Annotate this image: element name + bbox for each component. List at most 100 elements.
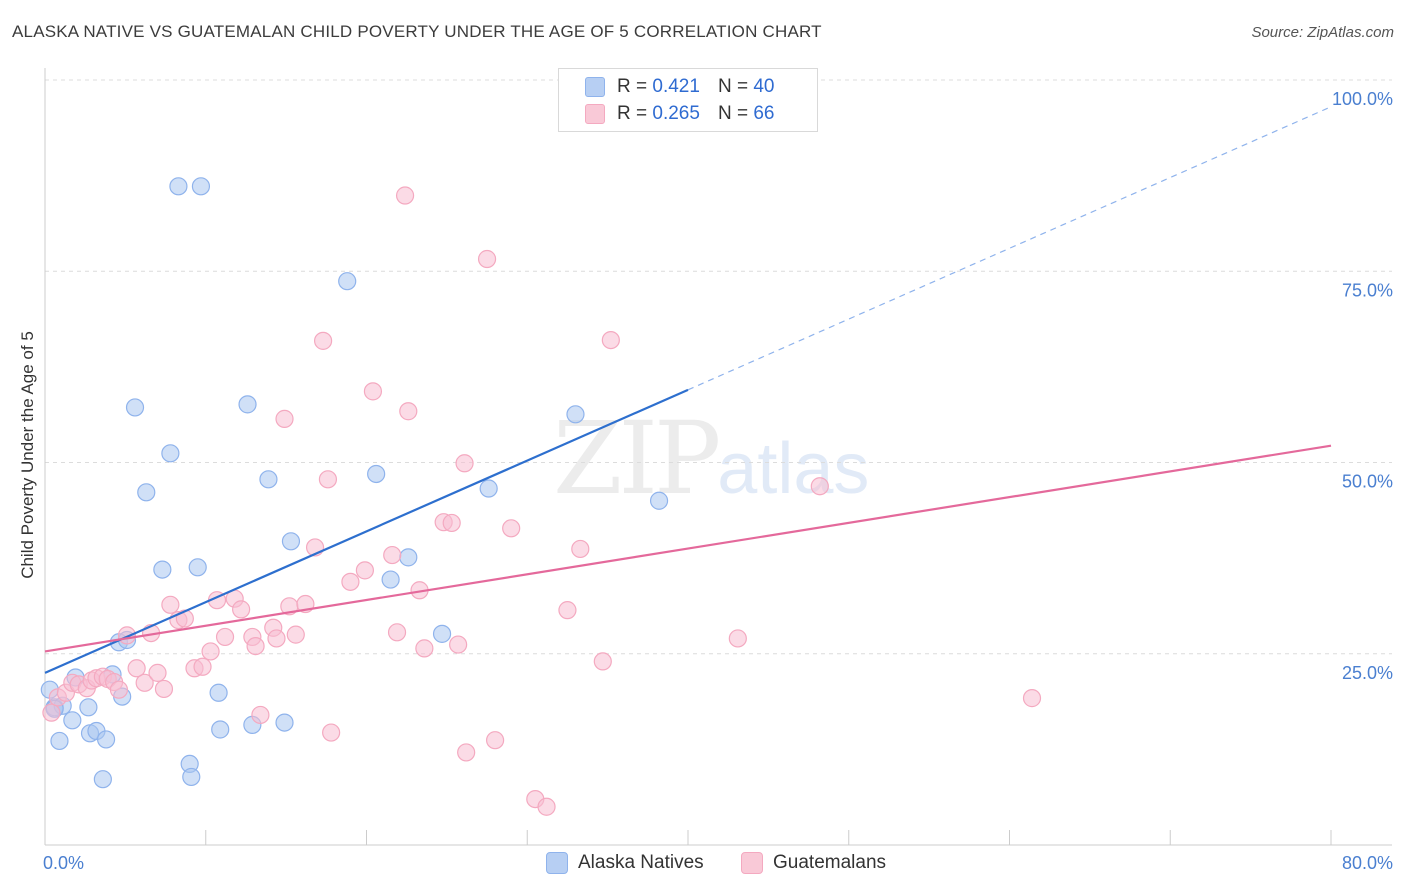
legend-row-alaska-natives: R = 0.421 N = 40	[585, 76, 774, 98]
point-alaska-natives	[182, 767, 201, 787]
bottom-legend-guatemalans: Guatemalans	[741, 852, 886, 874]
point-alaska-natives	[381, 570, 400, 589]
point-guatemalans	[486, 731, 505, 750]
point-guatemalans	[502, 519, 521, 538]
point-guatemalans	[341, 572, 360, 591]
point-guatemalans	[322, 723, 341, 742]
point-alaska-natives	[479, 479, 498, 498]
point-guatemalans	[148, 663, 167, 682]
point-guatemalans	[383, 545, 402, 565]
point-guatemalans	[355, 561, 374, 580]
point-guatemalans	[215, 627, 235, 647]
point-guatemalans	[318, 470, 338, 489]
x-tick-label-min: 0.0%	[43, 853, 84, 873]
point-guatemalans	[593, 652, 612, 671]
legend-n-value: 40	[753, 76, 775, 97]
bottom-legend-swatch-guatemalans	[741, 852, 763, 874]
point-guatemalans	[313, 331, 333, 350]
point-alaska-natives	[275, 713, 294, 732]
point-alaska-natives	[125, 398, 145, 417]
point-alaska-natives	[188, 558, 207, 577]
point-alaska-natives	[338, 272, 357, 291]
legend-r-value: 0.265	[652, 103, 700, 124]
point-guatemalans	[127, 659, 146, 678]
point-alaska-natives	[191, 177, 211, 196]
point-guatemalans	[601, 331, 620, 350]
legend-row-guatemalans: R = 0.265 N = 66	[585, 103, 774, 125]
trend-line-alaska-natives	[44, 388, 689, 674]
point-guatemalans	[449, 635, 468, 654]
legend-swatch-guatemalans	[585, 104, 605, 124]
point-guatemalans	[201, 642, 220, 661]
point-alaska-natives	[161, 444, 180, 463]
point-alaska-natives	[153, 560, 172, 579]
data-points	[40, 177, 1042, 816]
point-alaska-natives	[432, 624, 452, 643]
point-guatemalans	[251, 705, 270, 725]
point-alaska-natives	[566, 405, 585, 424]
bottom-legend-alaska-natives: Alaska Natives	[546, 852, 704, 874]
point-alaska-natives	[211, 720, 230, 739]
trend-lines	[44, 106, 1332, 674]
point-alaska-natives	[169, 177, 188, 196]
point-guatemalans	[395, 186, 415, 205]
legend-r-value: 0.421	[652, 76, 700, 97]
point-alaska-natives	[79, 698, 98, 717]
trend-line-guatemalans	[44, 444, 1332, 653]
point-guatemalans	[286, 625, 305, 644]
bottom-legend-label: Alaska Natives	[578, 852, 704, 873]
chart-title: ALASKA NATIVE VS GUATEMALAN CHILD POVERT…	[12, 22, 822, 41]
point-guatemalans	[117, 626, 137, 645]
point-guatemalans	[175, 609, 194, 628]
y-tick-label: 25.0%	[1342, 663, 1393, 683]
point-guatemalans	[415, 639, 434, 658]
y-tick-label: 50.0%	[1342, 472, 1393, 492]
point-guatemalans	[728, 629, 747, 648]
point-alaska-natives	[259, 470, 278, 489]
source-credit: Source: ZipAtlas.com	[1251, 24, 1394, 41]
point-alaska-natives	[63, 711, 82, 730]
point-alaska-natives	[209, 683, 228, 702]
legend-r-label: R =	[617, 103, 648, 124]
tick-labels: 25.0% 50.0% 75.0% 100.0% 0.0% 80.0%	[43, 89, 1393, 873]
point-guatemalans	[571, 539, 590, 559]
gridlines	[45, 79, 1392, 655]
point-guatemalans	[558, 601, 577, 620]
point-guatemalans	[399, 402, 418, 421]
point-alaska-natives	[367, 464, 386, 484]
legend-swatch-alaska-natives	[585, 77, 605, 97]
point-guatemalans	[109, 680, 129, 699]
bottom-legend-swatch-alaska-natives	[546, 852, 568, 874]
legend-n-value: 66	[753, 103, 775, 124]
point-guatemalans	[275, 409, 294, 428]
point-alaska-natives	[93, 770, 112, 789]
point-guatemalans	[193, 657, 212, 676]
legend-n-label: N =	[717, 76, 749, 97]
y-tick-label: 75.0%	[1342, 280, 1393, 300]
trend-line-alaska-natives-extension	[687, 106, 1332, 391]
point-guatemalans	[154, 679, 174, 699]
point-alaska-natives	[281, 532, 301, 551]
point-guatemalans	[477, 249, 497, 269]
correlation-legend: R = 0.421 N = 40 R = 0.265 N = 66	[558, 68, 818, 132]
point-guatemalans	[537, 797, 556, 816]
legend-r-label: R =	[617, 76, 648, 97]
legend-n-label: N =	[717, 103, 749, 124]
point-guatemalans	[363, 382, 383, 401]
point-guatemalans	[1022, 689, 1042, 708]
watermark: ZIPatlas	[553, 400, 869, 517]
point-guatemalans	[457, 743, 476, 762]
point-guatemalans	[442, 513, 461, 533]
bottom-legend-label: Guatemalans	[773, 852, 887, 873]
point-guatemalans	[42, 703, 61, 722]
y-tick-label: 100.0%	[1332, 89, 1393, 109]
point-guatemalans	[810, 477, 829, 496]
point-guatemalans	[267, 629, 286, 648]
point-alaska-natives	[649, 491, 669, 510]
point-alaska-natives	[137, 483, 156, 502]
point-guatemalans	[135, 673, 154, 692]
point-guatemalans	[387, 623, 407, 642]
point-alaska-natives	[50, 731, 69, 751]
watermark-atlas: atlas	[717, 429, 870, 509]
